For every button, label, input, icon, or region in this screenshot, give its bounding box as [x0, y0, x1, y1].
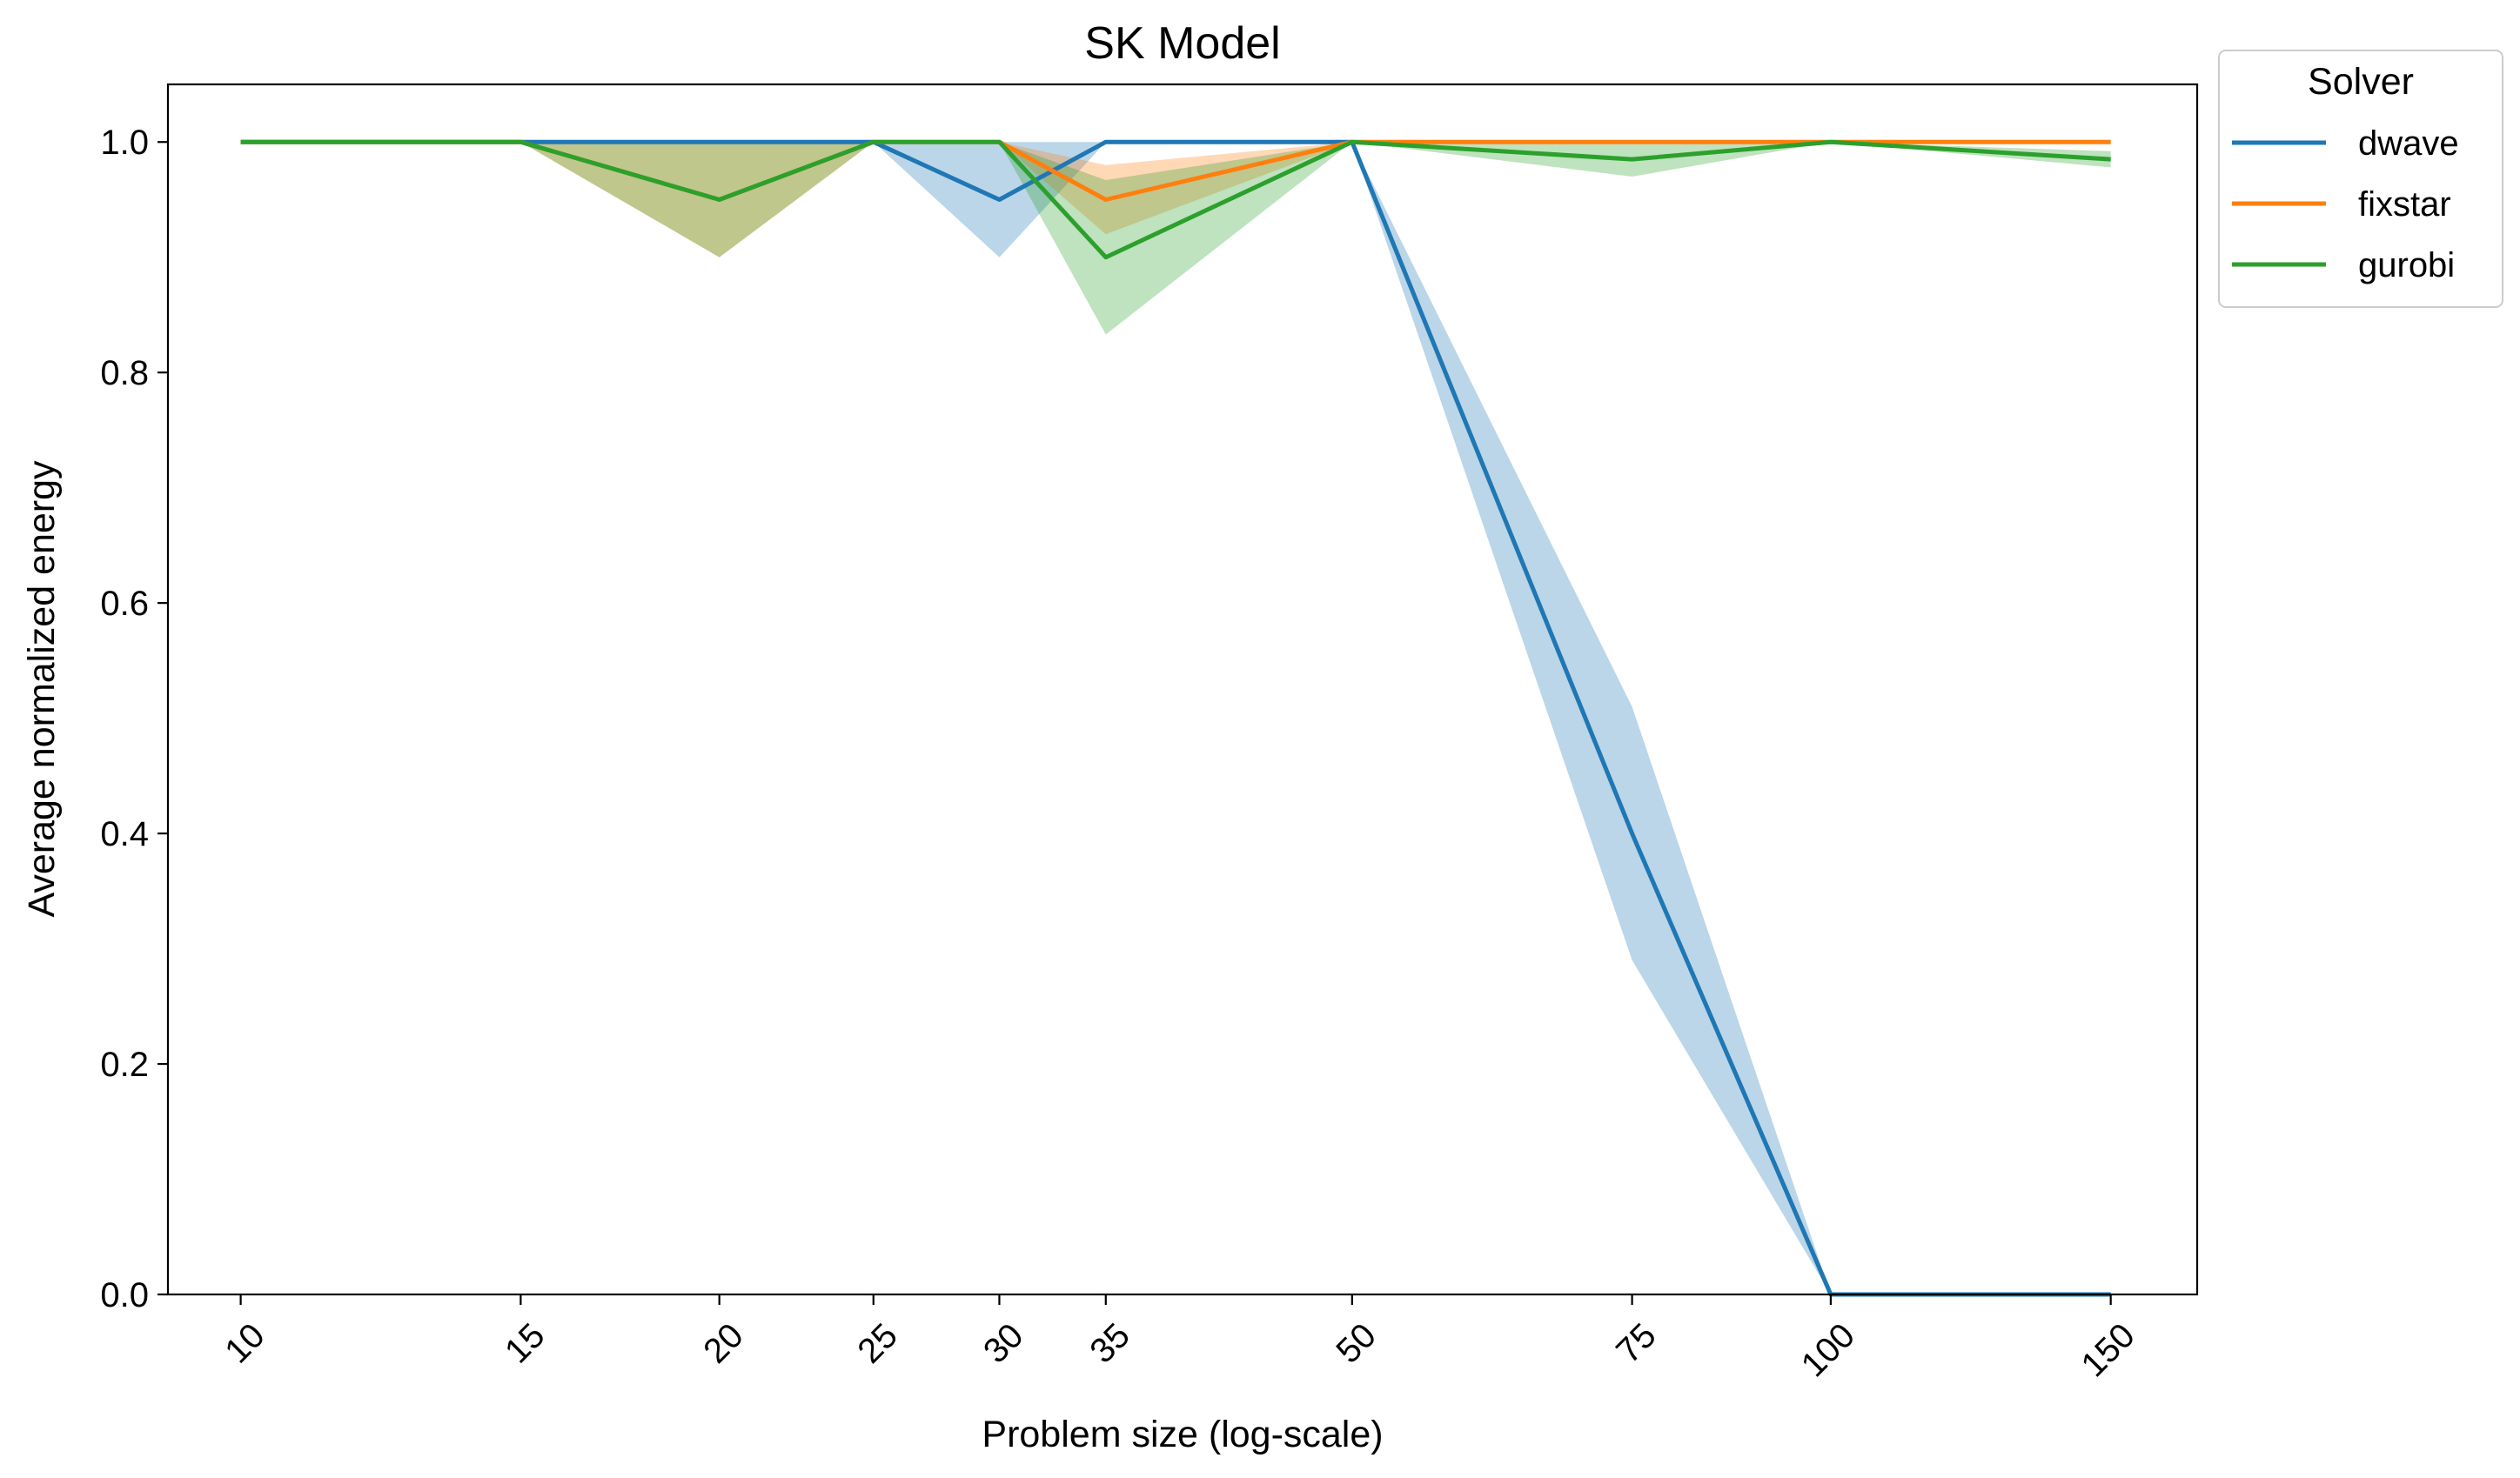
series-lines: [240, 139, 2111, 1297]
legend-title: Solver: [2308, 61, 2414, 103]
y-axis-label: Average normalized energy: [21, 460, 63, 918]
y-tick-label: 0.2: [100, 1046, 149, 1084]
y-tick-label: 1.0: [100, 124, 149, 162]
plot-frame: [166, 83, 2199, 1296]
gurobi-line: [240, 139, 2111, 260]
fixstar-band: [240, 142, 2111, 257]
y-tick-label: 0.0: [100, 1276, 149, 1314]
y-tick-label: 0.8: [100, 354, 149, 392]
x-axis-label: Problem size (log-scale): [982, 1414, 1383, 1455]
legend: Solver dwave fixstar gurobi: [2218, 50, 2503, 308]
legend-label-dwave: dwave: [2358, 124, 2459, 163]
y-tick-label: 0.4: [100, 815, 149, 853]
chart-title: SK Model: [1084, 18, 1280, 69]
legend-box: [2218, 50, 2503, 308]
gurobi-band: [240, 142, 2111, 335]
confidence-bands: [240, 142, 2111, 1295]
y-axis: 0.0 0.2 0.4 0.6 0.8 1.0: [100, 124, 168, 1314]
legend-label-gurobi: gurobi: [2358, 246, 2455, 284]
y-tick-label: 0.6: [100, 585, 149, 623]
legend-label-fixstar: fixstar: [2358, 185, 2451, 224]
